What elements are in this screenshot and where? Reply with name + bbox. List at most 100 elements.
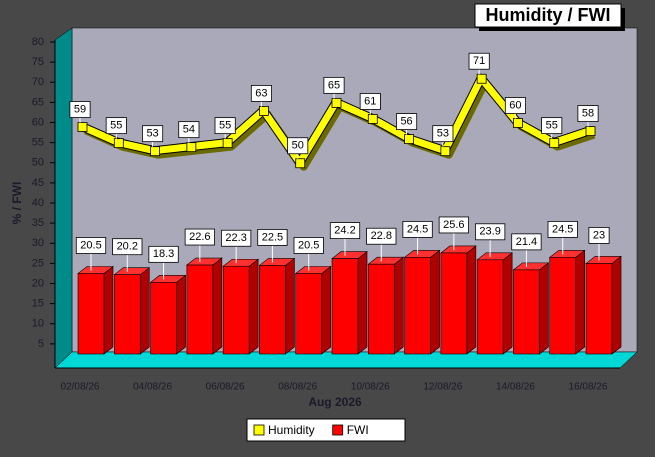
value-label: 18.3 bbox=[153, 248, 174, 260]
bar-label: 24.5 bbox=[402, 220, 433, 238]
bar bbox=[476, 259, 504, 355]
value-label-box bbox=[178, 121, 200, 139]
marker bbox=[259, 106, 269, 116]
bar-label: 22.8 bbox=[366, 227, 397, 245]
y-tick-label: 40 bbox=[32, 197, 44, 209]
marker bbox=[113, 138, 124, 149]
value-label: 50 bbox=[292, 140, 304, 152]
bar-label: 24.2 bbox=[329, 222, 361, 239]
value-label-box bbox=[432, 125, 454, 143]
value-label-box bbox=[475, 223, 506, 241]
bar bbox=[440, 252, 468, 355]
legend-label: Humidity bbox=[268, 423, 315, 437]
value-label-box bbox=[541, 117, 563, 135]
value-label: 55 bbox=[546, 120, 558, 132]
y-tick-label: 10 bbox=[32, 318, 44, 330]
value-label: 21.4 bbox=[516, 236, 537, 248]
value-label: 20.5 bbox=[80, 239, 101, 251]
value-label-box bbox=[396, 113, 418, 130]
value-label-box bbox=[366, 227, 397, 245]
bar-label: 22.5 bbox=[257, 229, 288, 246]
value-label: 54 bbox=[183, 124, 195, 136]
bar-label: 18.3 bbox=[148, 245, 179, 263]
y-tick-label: 35 bbox=[32, 217, 44, 229]
bar bbox=[549, 257, 577, 355]
line-label: 65 bbox=[323, 76, 345, 94]
value-label: 63 bbox=[255, 87, 267, 99]
value-label: 22.8 bbox=[371, 230, 392, 242]
value-label-box bbox=[250, 85, 272, 102]
value-label: 61 bbox=[364, 95, 376, 107]
value-label-box bbox=[402, 220, 433, 238]
legend-swatch bbox=[253, 424, 265, 436]
line-label: 71 bbox=[468, 52, 490, 70]
value-label-box bbox=[323, 76, 345, 94]
bar-label: 24.5 bbox=[547, 220, 578, 238]
value-label: 53 bbox=[146, 128, 158, 140]
x-tick-label: 14/08/26 bbox=[496, 382, 535, 393]
marker bbox=[295, 158, 306, 169]
bar-side bbox=[103, 265, 114, 355]
value-label: 65 bbox=[328, 79, 340, 91]
y-tick-label: 5 bbox=[38, 338, 44, 350]
bar-side bbox=[575, 249, 586, 355]
bar-label: 20.2 bbox=[112, 238, 143, 256]
value-label: 55 bbox=[110, 120, 122, 132]
value-label-box bbox=[293, 237, 324, 254]
bar-side bbox=[176, 274, 186, 355]
value-label-box bbox=[69, 101, 91, 118]
line-label: 56 bbox=[396, 113, 418, 130]
bar-label: 22.6 bbox=[184, 228, 215, 246]
y-tick-label: 75 bbox=[32, 56, 44, 68]
value-label: 55 bbox=[219, 120, 231, 132]
left-wall bbox=[54, 27, 73, 369]
line-label: 59 bbox=[69, 101, 91, 118]
y-tick-label: 55 bbox=[32, 137, 44, 149]
bar-side bbox=[430, 249, 440, 355]
marker bbox=[440, 146, 451, 157]
x-tick-label: 08/08/26 bbox=[278, 382, 317, 393]
y-axis-title: % / FWI bbox=[10, 182, 24, 225]
value-label: 24.5 bbox=[407, 223, 428, 235]
line-label: 55 bbox=[105, 117, 127, 135]
x-tick-label: 12/08/26 bbox=[423, 382, 462, 393]
line-label: 63 bbox=[250, 85, 272, 102]
line-label: 50 bbox=[287, 137, 309, 155]
bar bbox=[295, 273, 323, 355]
legend: Humidity FWI bbox=[246, 418, 406, 442]
line-label: 61 bbox=[359, 93, 381, 110]
y-tick-label: 70 bbox=[32, 76, 44, 88]
y-tick-label: 50 bbox=[32, 157, 44, 169]
value-label-box bbox=[221, 229, 252, 247]
bar-label: 25.6 bbox=[438, 216, 469, 234]
title-box bbox=[474, 3, 622, 28]
x-tick-label: 04/08/26 bbox=[133, 382, 172, 393]
marker bbox=[222, 138, 233, 149]
y-tick-label: 30 bbox=[32, 237, 44, 249]
value-label-box bbox=[504, 97, 526, 114]
bar-label: 21.4 bbox=[511, 233, 542, 251]
value-label: 20.5 bbox=[298, 239, 319, 251]
value-label-box bbox=[468, 52, 490, 70]
y-tick-label: 45 bbox=[32, 177, 44, 189]
value-label-box bbox=[588, 227, 610, 244]
value-label: 58 bbox=[582, 107, 594, 119]
bar-side bbox=[139, 267, 150, 355]
marker bbox=[331, 97, 342, 108]
bar-side bbox=[539, 262, 549, 355]
bar-label: 20.5 bbox=[293, 237, 324, 254]
bar-label: 22.3 bbox=[221, 229, 252, 247]
marker bbox=[476, 73, 487, 84]
value-label-box bbox=[287, 137, 309, 155]
line-label: 55 bbox=[214, 117, 236, 135]
value-label-box bbox=[257, 229, 288, 246]
value-label: 25.6 bbox=[443, 219, 464, 231]
marker bbox=[367, 114, 378, 124]
line-label: 54 bbox=[178, 121, 200, 139]
bar-label: 23 bbox=[588, 227, 610, 244]
marker bbox=[186, 142, 197, 153]
chart-title: Humidity / FWI bbox=[486, 5, 611, 25]
line-label: 55 bbox=[541, 117, 563, 135]
line-label: 53 bbox=[432, 125, 454, 143]
